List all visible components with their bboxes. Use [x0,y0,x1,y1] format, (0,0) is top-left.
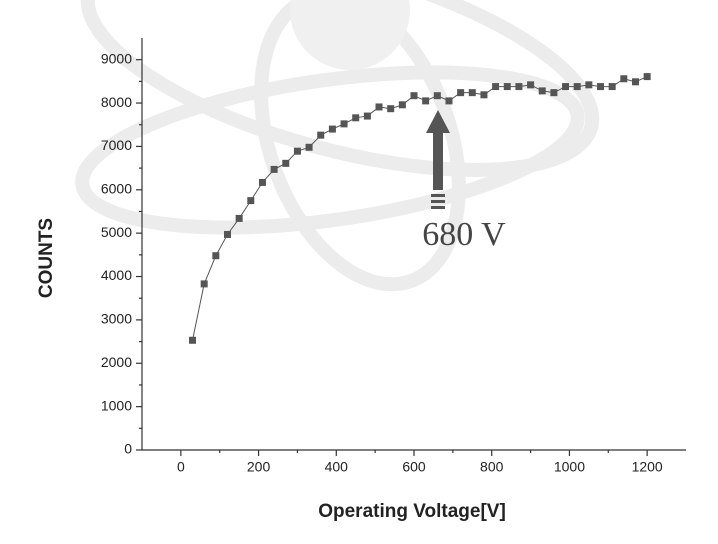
point [468,89,476,97]
y-tick-label: 6000 [101,180,132,196]
point [597,83,605,91]
point [223,230,231,238]
y-tick-label: 4000 [101,267,132,283]
x-axis-label: Operating Voltage[V] [318,501,506,522]
point [608,83,616,91]
y-tick-label: 8000 [101,94,132,110]
x-tick-label: 800 [480,459,504,475]
point [422,97,430,105]
point [562,83,570,91]
y-tick-label: 1000 [101,397,132,413]
point [550,89,558,97]
point [282,159,290,167]
point [445,97,453,105]
point [643,73,651,81]
point [585,81,593,89]
y-tick-label: 7000 [101,137,132,153]
point [247,197,255,205]
point [457,89,465,97]
annotation: 680 V [422,216,506,253]
point [398,101,406,109]
x-tick-label: 600 [402,459,426,475]
point [387,105,395,113]
point [235,214,243,222]
point [515,83,523,91]
point [270,165,278,173]
point [293,147,301,155]
point [410,92,418,100]
background-logo [75,0,600,292]
point [258,178,266,186]
y-tick-label: 0 [124,441,132,457]
point [492,83,500,91]
point [480,91,488,99]
x-tick-label: 1000 [554,459,585,475]
point [317,131,325,139]
point [620,75,628,83]
point [527,81,535,89]
point [375,103,383,111]
y-axis-label: COUNTS [36,218,57,298]
point [212,252,220,260]
point [631,78,639,86]
annotation-arrow [426,110,450,209]
y-tick-label: 2000 [101,354,132,370]
point [363,112,371,120]
point [503,83,511,91]
point [340,120,348,128]
series-line [192,76,648,341]
point [352,114,360,122]
point [189,336,197,344]
x-tick-label: 200 [247,459,271,475]
point [200,280,208,288]
point [573,83,581,91]
y-tick-label: 5000 [101,224,132,240]
y-tick-label: 3000 [101,311,132,327]
point [328,125,336,133]
x-tick-label: 1200 [632,459,663,475]
point [305,143,313,151]
x-tick-label: 0 [177,459,185,475]
y-tick-label: 9000 [101,50,132,66]
point [433,92,441,100]
point [538,87,546,95]
x-tick-label: 400 [325,459,349,475]
